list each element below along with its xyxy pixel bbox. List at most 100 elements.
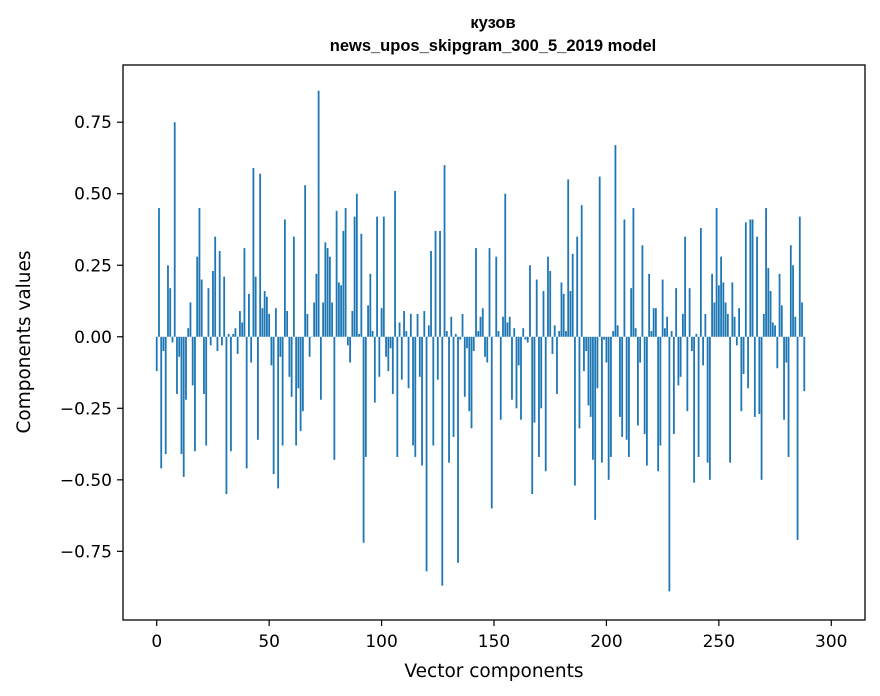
bar-component-249 <box>715 208 718 337</box>
bar-component-119 <box>423 311 426 337</box>
bar-component-199 <box>603 336 606 340</box>
bar-component-59 <box>288 336 291 377</box>
bar-component-206 <box>619 336 621 417</box>
bar-component-210 <box>628 336 630 457</box>
bar-component-143 <box>477 331 480 337</box>
bar-component-142 <box>475 248 477 337</box>
bar-component-146 <box>484 336 486 357</box>
bar-component-145 <box>481 308 484 337</box>
bar-component-3 <box>162 336 165 352</box>
bar-component-188 <box>578 336 581 429</box>
bar-component-233 <box>679 336 682 377</box>
bar-component-45 <box>257 336 259 440</box>
bar-component-121 <box>427 325 430 337</box>
bar-component-94 <box>367 305 369 337</box>
bar-component-33 <box>230 336 232 452</box>
bar-component-32 <box>227 333 230 337</box>
bar-component-11 <box>180 336 183 455</box>
bar-component-214 <box>637 336 639 426</box>
bar-component-117 <box>418 336 421 377</box>
bar-component-57 <box>283 219 286 337</box>
bar-component-219 <box>648 273 651 337</box>
bar-component-71 <box>315 273 318 337</box>
bar-component-114 <box>412 336 414 446</box>
bar-component-87 <box>351 311 354 337</box>
bar-component-198 <box>601 336 603 463</box>
bar-component-170 <box>538 336 540 457</box>
bar-component-216 <box>641 245 644 337</box>
bar-component-148 <box>488 248 491 337</box>
bar-component-103 <box>387 336 390 372</box>
bar-component-44 <box>254 276 257 337</box>
bar-component-41 <box>248 293 250 337</box>
bar-component-266 <box>753 336 756 417</box>
bar-component-34 <box>232 333 235 337</box>
bar-component-276 <box>776 336 779 369</box>
bar-component-81 <box>337 282 340 337</box>
bar-component-268 <box>758 336 761 415</box>
bar-component-259 <box>738 308 740 337</box>
bar-component-137 <box>463 336 466 397</box>
bar-component-271 <box>765 208 767 337</box>
x-tick-label: 50 <box>258 632 280 652</box>
bar-component-254 <box>726 313 729 337</box>
bar-component-108 <box>398 322 401 337</box>
bar-component-99 <box>378 336 381 377</box>
bar-component-252 <box>722 282 725 337</box>
bar-component-180 <box>560 282 563 337</box>
bar-component-93 <box>364 336 367 457</box>
bar-component-104 <box>389 336 392 349</box>
bar-component-287 <box>801 302 803 337</box>
y-tick-label: −0.50 <box>60 471 112 491</box>
bar-component-241 <box>697 336 700 457</box>
bar-component-55 <box>279 336 282 357</box>
chart-title-line2: news_upos_skipgram_300_5_2019 model <box>330 37 657 55</box>
bar-component-4 <box>164 336 167 455</box>
bar-component-147 <box>486 336 489 363</box>
bar-component-61 <box>292 236 295 337</box>
chart-title-line1: кузов <box>470 14 515 32</box>
bar-component-78 <box>331 302 334 337</box>
bar-component-105 <box>391 336 394 394</box>
bar-component-92 <box>362 336 365 543</box>
bar-component-224 <box>659 336 662 446</box>
bar-component-274 <box>771 322 774 337</box>
bar-component-14 <box>187 328 190 337</box>
bar-component-31 <box>225 336 228 495</box>
bar-component-39 <box>243 248 246 337</box>
bar-component-177 <box>553 325 556 337</box>
bar-component-72 <box>317 90 320 337</box>
y-axis: 0.75 0.50 0.25 0.00 −0.25 −0.50 −0.75 <box>60 113 123 562</box>
bar-component-141 <box>472 336 475 352</box>
bar-component-288 <box>803 336 806 392</box>
bar-component-251 <box>720 256 722 337</box>
bar-component-151 <box>495 256 498 337</box>
bar-component-135 <box>459 336 462 340</box>
bar-component-19 <box>198 208 201 337</box>
bar-component-42 <box>250 336 253 363</box>
bar-component-109 <box>400 336 403 380</box>
bar-component-217 <box>643 336 646 435</box>
bar-component-201 <box>607 336 610 480</box>
bar-component-277 <box>778 273 781 337</box>
bar-component-110 <box>403 311 405 337</box>
bar-component-232 <box>677 336 680 386</box>
y-tick-label: 0.50 <box>74 185 112 205</box>
bar-component-7 <box>171 336 174 343</box>
bar-component-29 <box>221 336 223 346</box>
bar-component-162 <box>520 336 522 420</box>
bar-component-182 <box>565 331 567 337</box>
bar-component-282 <box>789 245 792 337</box>
bar-component-89 <box>355 193 358 337</box>
bar-component-58 <box>286 311 289 337</box>
bar-component-267 <box>756 236 758 337</box>
bar-component-153 <box>499 336 502 420</box>
y-axis-label: Components values <box>14 250 35 433</box>
bar-component-8 <box>173 122 176 337</box>
bar-component-221 <box>652 308 655 337</box>
bar-component-265 <box>751 219 754 337</box>
bar-component-235 <box>684 236 687 337</box>
bar-component-76 <box>326 248 329 337</box>
bar-component-100 <box>380 308 383 337</box>
bar-component-66 <box>304 185 307 337</box>
